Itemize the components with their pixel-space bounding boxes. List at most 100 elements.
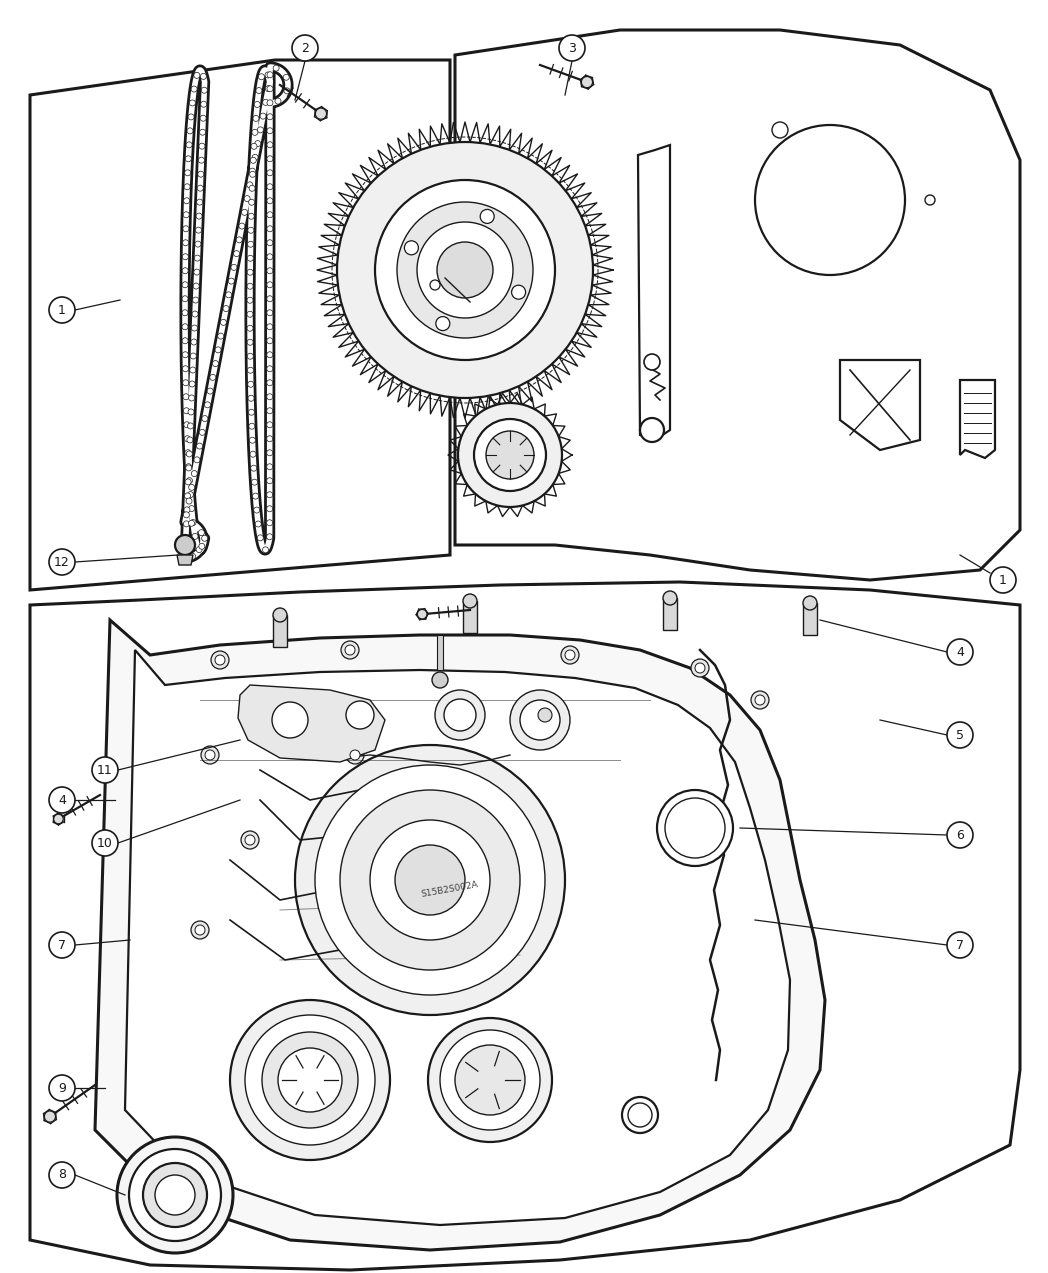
Circle shape [294, 745, 565, 1015]
Circle shape [256, 88, 262, 93]
Circle shape [345, 645, 355, 656]
Circle shape [244, 196, 250, 201]
Circle shape [194, 269, 200, 275]
Circle shape [254, 507, 260, 513]
Circle shape [245, 1015, 375, 1144]
Circle shape [92, 830, 118, 855]
Circle shape [480, 210, 495, 224]
Circle shape [192, 311, 198, 317]
Circle shape [196, 227, 201, 233]
Circle shape [182, 323, 188, 330]
Circle shape [184, 449, 191, 456]
Circle shape [194, 73, 200, 79]
Circle shape [267, 127, 272, 134]
Circle shape [195, 925, 205, 934]
Circle shape [249, 186, 255, 191]
Text: 4: 4 [58, 793, 66, 807]
Polygon shape [638, 145, 670, 440]
Text: 7: 7 [956, 938, 964, 951]
Circle shape [267, 407, 272, 414]
Circle shape [197, 185, 203, 191]
Circle shape [190, 381, 195, 387]
Circle shape [247, 339, 254, 345]
Circle shape [205, 750, 215, 760]
Circle shape [196, 546, 202, 552]
Circle shape [182, 309, 188, 316]
Circle shape [187, 141, 192, 148]
Circle shape [248, 214, 255, 219]
Circle shape [428, 1018, 552, 1142]
Polygon shape [663, 598, 677, 630]
Circle shape [187, 451, 192, 457]
Circle shape [486, 432, 534, 479]
Circle shape [267, 351, 272, 358]
Circle shape [561, 645, 578, 665]
Circle shape [202, 415, 208, 421]
Circle shape [190, 554, 196, 559]
Circle shape [194, 457, 200, 463]
Circle shape [284, 88, 290, 94]
Circle shape [274, 65, 279, 71]
Circle shape [252, 144, 257, 149]
Circle shape [183, 197, 190, 204]
Polygon shape [840, 360, 920, 449]
Circle shape [267, 253, 272, 260]
Circle shape [182, 351, 189, 358]
Circle shape [183, 393, 189, 400]
Circle shape [184, 435, 191, 442]
Circle shape [772, 122, 788, 137]
Circle shape [188, 409, 194, 415]
Circle shape [250, 451, 256, 457]
Text: 1: 1 [58, 303, 66, 317]
Polygon shape [125, 651, 790, 1225]
Circle shape [49, 1074, 75, 1101]
Circle shape [187, 498, 192, 504]
Circle shape [239, 223, 245, 229]
Circle shape [262, 1032, 358, 1128]
Polygon shape [238, 685, 385, 763]
Circle shape [245, 835, 255, 845]
Polygon shape [960, 381, 995, 458]
Circle shape [191, 920, 209, 939]
Circle shape [267, 379, 272, 386]
Circle shape [190, 519, 196, 526]
Circle shape [255, 102, 260, 107]
Circle shape [49, 297, 75, 323]
Circle shape [266, 505, 272, 512]
Circle shape [197, 443, 202, 449]
Circle shape [262, 547, 268, 552]
Circle shape [248, 409, 255, 415]
Circle shape [559, 34, 585, 61]
Circle shape [247, 381, 254, 387]
Circle shape [350, 750, 361, 760]
Circle shape [191, 353, 196, 359]
Polygon shape [437, 635, 443, 670]
Circle shape [395, 845, 465, 915]
Circle shape [183, 421, 190, 428]
Polygon shape [803, 603, 817, 635]
Circle shape [455, 1045, 525, 1115]
Circle shape [397, 202, 533, 339]
Circle shape [92, 757, 118, 783]
Circle shape [182, 295, 188, 302]
Circle shape [189, 395, 195, 401]
Circle shape [267, 309, 272, 316]
Circle shape [197, 199, 202, 205]
Circle shape [267, 85, 272, 92]
Circle shape [211, 651, 230, 670]
Text: 1: 1 [999, 574, 1007, 587]
Circle shape [436, 317, 450, 331]
Circle shape [267, 99, 272, 106]
Circle shape [220, 320, 226, 326]
Circle shape [337, 143, 593, 398]
Circle shape [375, 179, 555, 360]
Circle shape [190, 367, 196, 373]
Circle shape [200, 74, 206, 79]
Circle shape [341, 642, 359, 659]
Circle shape [184, 169, 191, 176]
Circle shape [248, 200, 255, 205]
Circle shape [182, 549, 189, 555]
Circle shape [405, 241, 418, 255]
Circle shape [255, 140, 261, 146]
Circle shape [253, 493, 259, 499]
